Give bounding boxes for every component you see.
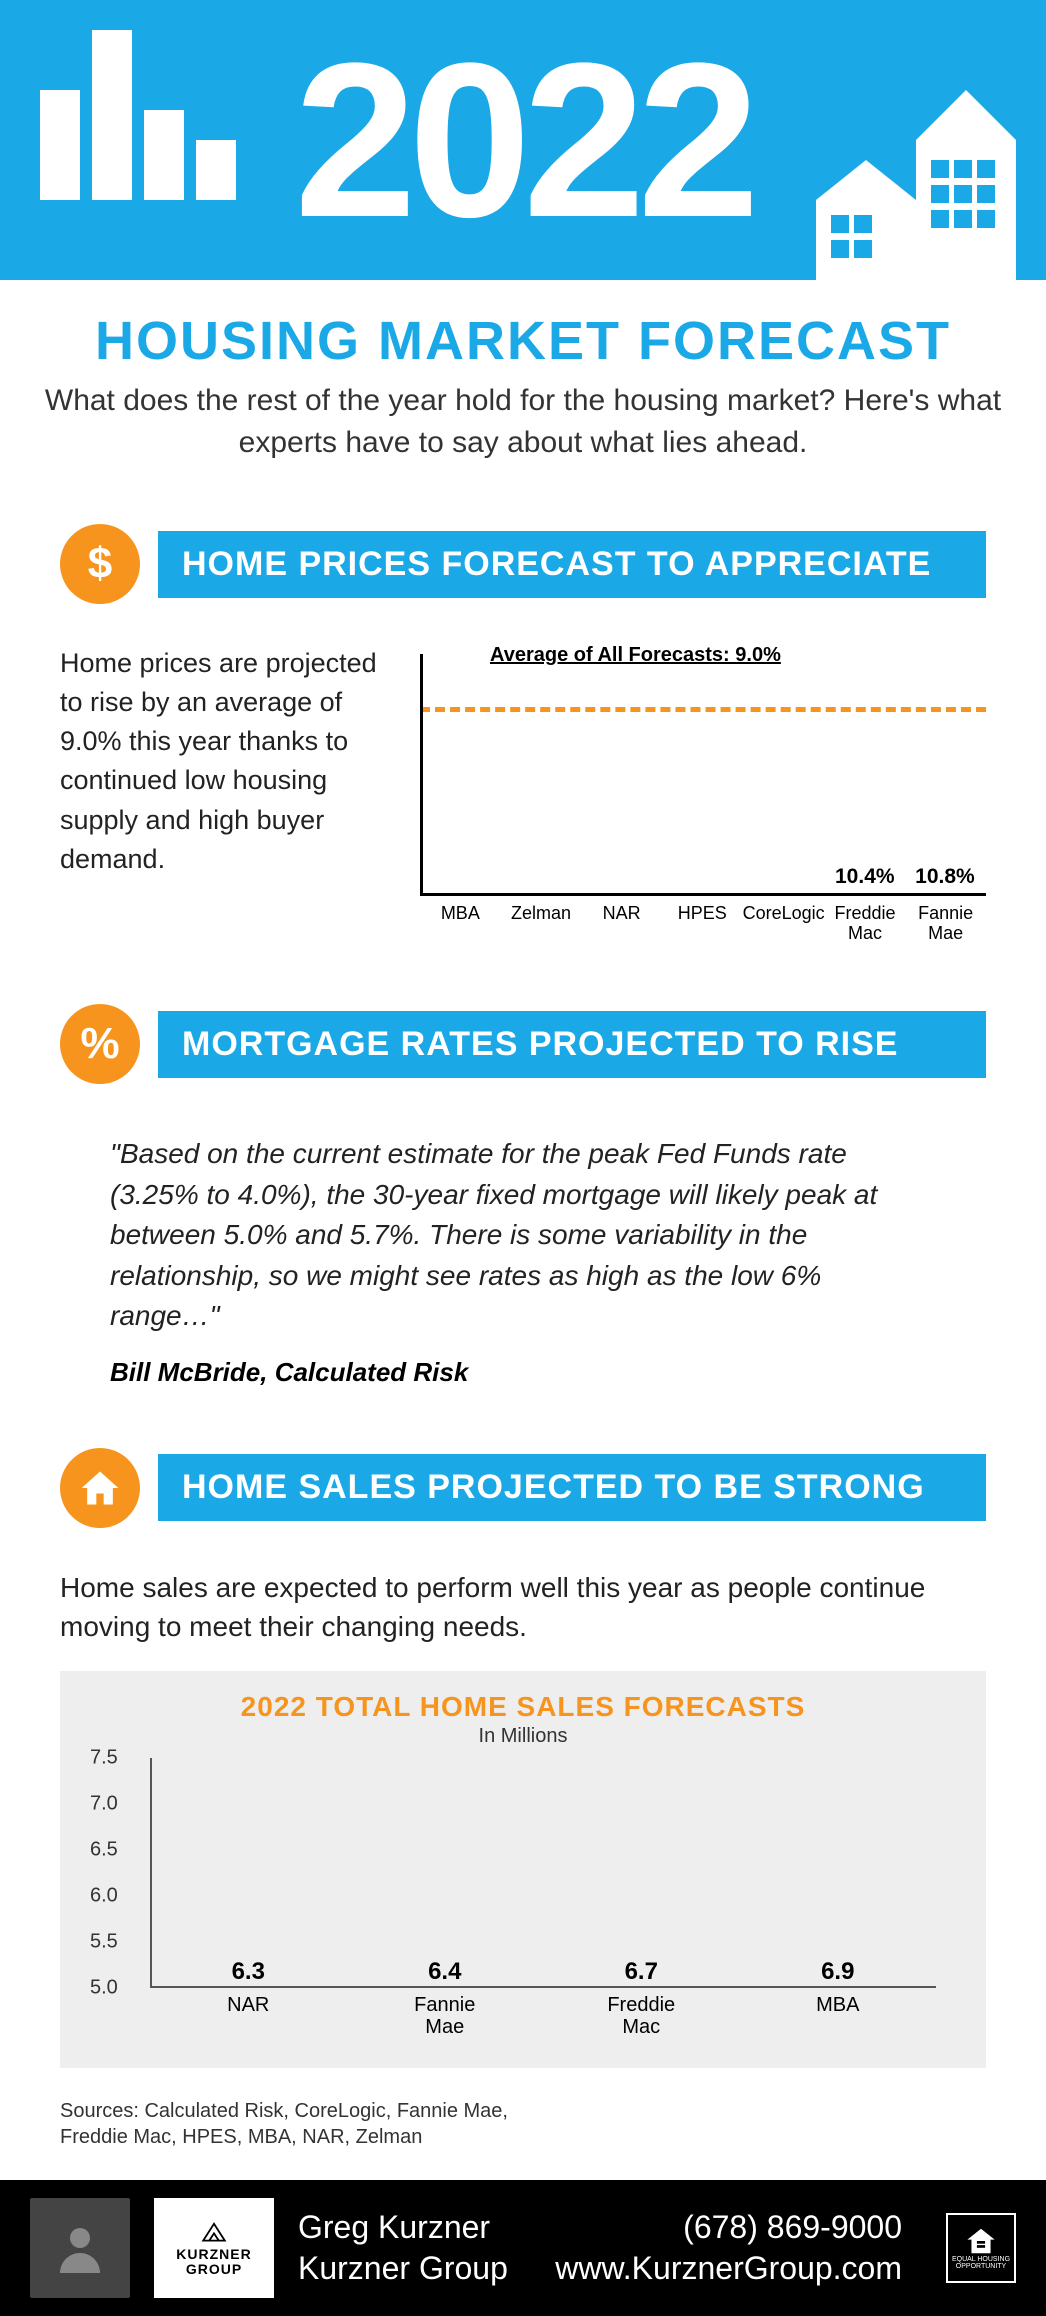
agent-url: www.KurznerGroup.com [555,2248,902,2290]
equal-housing-icon: EQUAL HOUSING OPPORTUNITY [946,2213,1016,2283]
bars-decoration-icon [40,30,236,200]
subtitle: What does the rest of the year hold for … [40,380,1006,464]
percent-icon: % [60,1004,140,1084]
home-sales-chart: 7.57.06.56.05.55.0 6.36.46.76.9 NARFanni… [90,1728,956,2038]
footer: KURZNERGROUP Greg Kurzner Kurzner Group … [0,2180,1046,2316]
home-sales-chart-box: 2022 TOTAL HOME SALES FORECASTS In Milli… [60,1671,986,2068]
quote-attribution: Bill McBride, Calculated Risk [110,1357,936,1388]
company-logo: KURZNERGROUP [154,2198,274,2298]
section3-text: Home sales are expected to perform well … [0,1558,1046,1671]
footer-agent-info: Greg Kurzner Kurzner Group [298,2207,508,2290]
section1-heading: HOME PRICES FORECAST TO APPRECIATE [158,531,986,598]
section3-header: HOME SALES PROJECTED TO BE STRONG [60,1448,986,1528]
home-prices-chart: Average of All Forecasts: 9.0% 6.2%8.3%8… [410,644,986,944]
footer-contact: (678) 869-9000 www.KurznerGroup.com [555,2207,902,2290]
main-title: HOUSING MARKET FORECAST [40,310,1006,372]
title-block: HOUSING MARKET FORECAST What does the re… [0,280,1046,504]
mortgage-quote: "Based on the current estimate for the p… [110,1134,936,1337]
section2-header: % MORTGAGE RATES PROJECTED TO RISE [60,1004,986,1084]
chart1-bars: 6.2%8.3%8.4%9.0%9.6%10.4%10.8% [420,654,986,896]
section3-heading: HOME SALES PROJECTED TO BE STRONG [158,1454,986,1521]
home-icon [60,1448,140,1528]
section2-heading: MORTGAGE RATES PROJECTED TO RISE [158,1011,986,1078]
agent-phone: (678) 869-9000 [555,2207,902,2249]
chart2-categories: NARFannieMaeFreddieMacMBA [150,1994,936,2038]
dollar-icon: $ [60,524,140,604]
page-container: 2022 HOUSING MARKET FORECAST What does t… [0,0,1046,2316]
agent-company: Kurzner Group [298,2248,508,2290]
section1-header: $ HOME PRICES FORECAST TO APPRECIATE [60,524,986,604]
chart2-bars: 6.36.46.76.9 [150,1758,936,1988]
house-decoration-icon [796,80,1016,280]
section1-body: Home prices are projected to rise by an … [0,634,1046,984]
sources-text: Sources: Calculated Risk, CoreLogic, Fan… [0,2068,1046,2170]
chart1-categories: MBAZelmanNARHPESCoreLogicFreddieMacFanni… [420,898,986,944]
chart2-title: 2022 TOTAL HOME SALES FORECASTS [90,1691,956,1723]
section2-body: "Based on the current estimate for the p… [0,1114,1046,1428]
section1-text: Home prices are projected to rise by an … [60,644,380,879]
agent-name: Greg Kurzner [298,2207,508,2249]
header-banner: 2022 [0,0,1046,280]
agent-photo [30,2198,130,2298]
